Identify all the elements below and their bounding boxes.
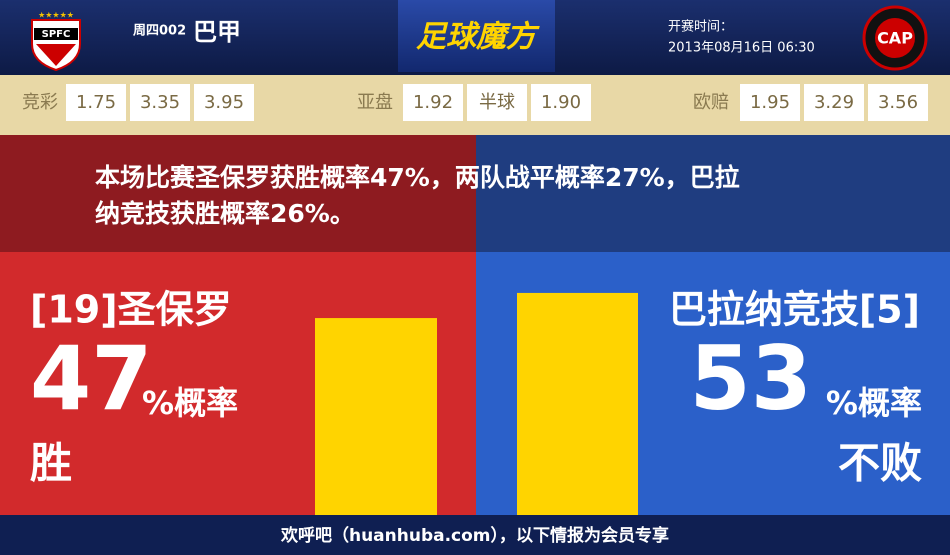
odds-label: 欧赔 [693,92,729,113]
away-percent: 53 [690,327,812,430]
match-no: 周四002 [133,24,186,39]
odds-value: 3.95 [204,92,244,113]
home-logo: SPFC ★★★★★ [31,11,81,72]
home-name: [19]圣保罗 [30,288,232,332]
summary-line: 本场比赛圣保罗获胜概率47%，两队战平概率27%，巴拉 [95,163,740,192]
odds-box [130,84,190,121]
odds-label: 亚盘 [357,92,393,113]
summary-left [0,135,476,252]
odds-box [740,84,800,121]
brand: 足球魔方 [416,20,540,55]
odds-box [467,84,527,121]
odds-box [531,84,591,121]
odds-value: 半球 [479,92,515,113]
summary-line: 纳竞技获胜概率26%。 [95,199,355,228]
brand-bg [398,0,555,72]
odds-value: 3.29 [814,92,854,113]
svg-text:SPFC: SPFC [42,29,71,40]
odds-value: 1.90 [541,92,581,113]
home-percent: 47 [30,327,152,430]
odds-box [194,84,254,121]
odds-value: 3.56 [878,92,918,113]
home-unit: %概率 [142,384,238,422]
away-unit: %概率 [826,384,922,422]
kickoff-label: 开赛时间： [668,19,733,35]
probability-bar [315,318,437,515]
svg-text:★★★★★: ★★★★★ [38,11,74,20]
home-outcome: 胜 [30,439,72,488]
away-outcome: 不败 [838,439,922,488]
odds-value: 1.92 [413,92,453,113]
odds-box [804,84,864,121]
odds-box [403,84,463,121]
odds-value: 1.95 [750,92,790,113]
svg-text:CAP: CAP [877,29,913,48]
odds-label: 竞彩 [22,92,58,113]
footer-bg [0,515,950,555]
away-logo: CAP [862,5,928,71]
odds-value: 1.75 [76,92,116,113]
odds-box [66,84,126,121]
footer: 欢呼吧（huanhuba.com），以下情报为会员专享 [280,525,669,546]
kickoff: 2013年08月16日 06:30 [668,41,815,56]
summary-right [476,135,950,252]
odds-value: 3.35 [140,92,180,113]
away-name: 巴拉纳竞技[5] [669,288,920,332]
probability-bar [517,292,638,515]
odds-box [868,84,928,121]
league: 巴甲 [193,18,241,46]
